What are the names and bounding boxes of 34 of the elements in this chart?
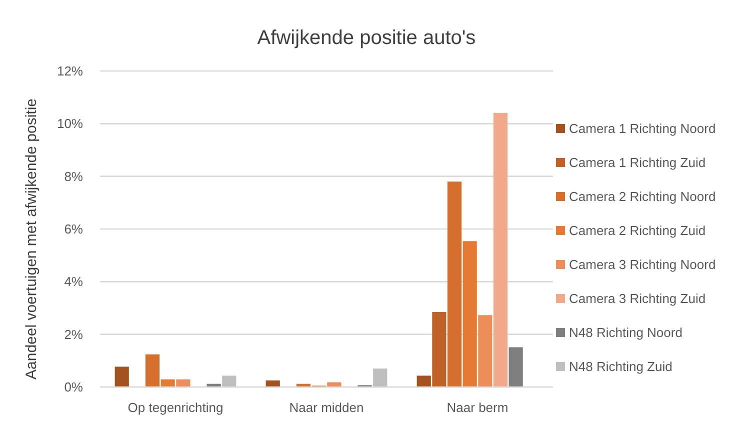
bar <box>160 379 175 387</box>
legend-label: N48 Richting Noord <box>569 325 682 340</box>
legend-label: Camera 2 Richting Zuid <box>569 223 706 238</box>
x-tick-label: Naar berm <box>446 400 508 415</box>
bar <box>222 376 236 387</box>
legend-label: Camera 1 Richting Noord <box>569 121 716 136</box>
y-axis-title: Aandeel voertuigen met afwijkende positie <box>23 98 40 380</box>
y-tick-label: 6% <box>64 222 84 236</box>
bar <box>462 241 477 387</box>
legend-label: Camera 3 Richting Noord <box>569 257 716 272</box>
bar <box>176 379 190 387</box>
y-tick-label: 2% <box>64 326 84 342</box>
legend-label: Camera 3 Richting Zuid <box>569 291 706 306</box>
x-tick-label: Naar midden <box>289 400 364 415</box>
bar <box>416 376 431 387</box>
legend-label: N48 Richting Zuid <box>569 359 672 374</box>
legend-label: Camera 1 Richting Zuid <box>569 155 706 170</box>
bar <box>432 312 446 387</box>
legend-label: Camera 2 Richting Noord <box>569 189 716 204</box>
bar <box>145 354 160 387</box>
bar <box>114 366 129 387</box>
bar <box>447 182 462 387</box>
bar <box>493 112 508 387</box>
bar <box>478 315 492 387</box>
bar <box>266 380 280 387</box>
x-tick-label: Op tegenrichting <box>128 400 224 415</box>
y-tick-label: 8% <box>64 168 84 184</box>
y-tick-label: 10% <box>56 116 84 132</box>
y-tick-label: 0% <box>64 380 84 394</box>
bar <box>508 347 523 387</box>
y-tick-label: 12% <box>56 64 84 78</box>
bar <box>373 368 388 387</box>
y-tick-label: 4% <box>64 274 84 290</box>
chart-title: Afwijkende positie auto's <box>257 27 476 49</box>
